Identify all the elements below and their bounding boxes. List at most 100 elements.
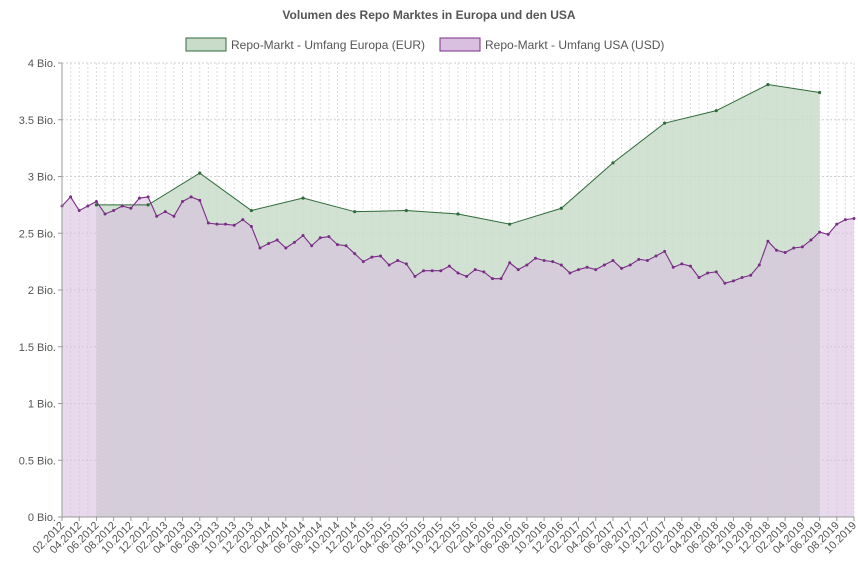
point-usa — [723, 281, 727, 285]
point-usa — [671, 265, 675, 269]
y-tick-label: 4 Bio. — [28, 58, 56, 70]
point-usa — [77, 209, 81, 213]
legend-label-europe: Repo-Markt - Umfang Europa (EUR) — [231, 38, 425, 52]
point-usa — [301, 234, 305, 238]
point-usa — [809, 238, 813, 242]
legend: Repo-Markt - Umfang Europa (EUR) Repo-Ma… — [185, 37, 664, 52]
point-usa — [577, 268, 581, 272]
point-usa — [439, 269, 443, 273]
point-usa — [456, 271, 460, 275]
point-usa — [835, 222, 839, 226]
point-usa — [783, 251, 787, 255]
point-usa — [215, 222, 219, 226]
point-usa — [473, 268, 477, 272]
point-usa — [249, 224, 253, 228]
point-usa — [396, 258, 400, 262]
point-usa — [516, 268, 520, 272]
point-usa — [413, 274, 417, 278]
point-usa — [654, 254, 658, 258]
point-usa — [361, 260, 365, 264]
point-usa — [284, 246, 288, 250]
point-usa — [465, 274, 469, 278]
point-europe — [611, 161, 615, 165]
point-usa — [379, 254, 383, 258]
point-usa — [232, 223, 236, 227]
point-usa — [551, 260, 555, 264]
point-europe — [94, 203, 99, 207]
point-usa — [387, 263, 391, 267]
plot-points — [60, 82, 856, 285]
y-tick-label: 2.5 Bio. — [19, 228, 56, 240]
point-usa — [826, 232, 830, 236]
point-usa — [490, 277, 494, 281]
point-usa — [792, 246, 796, 250]
point-europe — [249, 208, 253, 213]
y-tick-label: 0 Bio. — [28, 512, 56, 524]
point-usa — [206, 221, 210, 225]
point-usa — [146, 195, 150, 199]
point-usa — [335, 243, 339, 247]
point-europe — [508, 222, 512, 226]
point-usa — [318, 236, 322, 240]
point-usa — [508, 261, 512, 265]
point-usa — [818, 230, 822, 234]
point-usa — [680, 262, 684, 266]
point-usa — [447, 264, 451, 268]
point-usa — [292, 240, 296, 244]
point-usa — [645, 258, 649, 262]
y-tick-label: 1.5 Bio. — [19, 342, 56, 354]
point-usa — [112, 209, 116, 213]
point-usa — [757, 263, 761, 267]
point-usa — [155, 214, 159, 218]
point-usa — [86, 204, 90, 208]
point-europe — [146, 203, 150, 207]
point-europe — [198, 171, 202, 175]
point-usa — [611, 258, 615, 262]
point-europe — [301, 196, 305, 200]
point-usa — [852, 216, 856, 220]
point-usa — [241, 218, 245, 222]
point-usa — [69, 195, 73, 199]
point-usa — [766, 239, 770, 243]
point-usa — [663, 249, 667, 253]
point-usa — [740, 276, 744, 280]
legend-item-europe[interactable]: Repo-Markt - Umfang Europa (EUR) — [185, 37, 425, 52]
chart-title: Volumen des Repo Marktes in Europa und d… — [282, 8, 575, 22]
point-usa — [94, 199, 98, 203]
point-usa — [628, 263, 632, 267]
point-usa — [602, 263, 606, 267]
point-usa — [559, 263, 563, 267]
y-tick-label: 1 Bio. — [28, 399, 56, 411]
point-usa — [327, 235, 331, 239]
point-usa — [482, 270, 486, 274]
point-usa — [688, 264, 692, 268]
y-tick-label: 3 Bio. — [28, 172, 56, 184]
point-europe — [559, 206, 563, 210]
point-usa — [706, 271, 710, 275]
plot-areas — [62, 84, 854, 517]
point-usa — [224, 222, 228, 226]
point-usa — [533, 256, 537, 260]
point-usa — [422, 269, 426, 273]
area-usa — [62, 196, 854, 517]
point-usa — [800, 245, 804, 249]
point-usa — [370, 255, 374, 259]
point-usa — [731, 279, 735, 283]
y-tick-label: 3.5 Bio. — [19, 115, 56, 127]
point-usa — [258, 246, 262, 250]
point-usa — [620, 266, 624, 270]
point-usa — [542, 258, 546, 262]
point-usa — [499, 277, 503, 281]
point-usa — [697, 276, 701, 280]
point-usa — [189, 195, 193, 199]
point-europe — [404, 208, 408, 213]
point-usa — [637, 257, 641, 261]
point-usa — [353, 252, 357, 256]
legend-swatch-europe — [185, 37, 227, 52]
point-usa — [103, 212, 107, 216]
legend-item-usa[interactable]: Repo-Markt - Umfang USA (USD) — [439, 37, 664, 52]
y-axis-tick-labels: 0 Bio. 0.5 Bio. 1 Bio. 1.5 Bio. 2 Bio. 2.5 Bi… — [19, 58, 62, 524]
point-usa — [568, 271, 572, 275]
point-usa — [525, 263, 529, 267]
